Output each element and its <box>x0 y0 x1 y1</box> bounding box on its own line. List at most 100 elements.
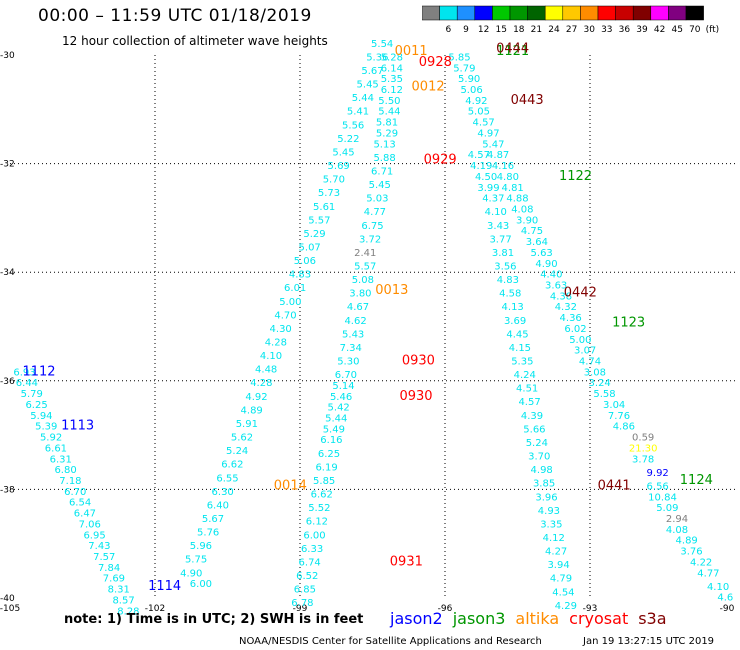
swh-value-special: 9.92 <box>647 468 669 479</box>
credit-line: NOAA/NESDIS Center for Satellite Applica… <box>239 636 542 647</box>
pass-time-label: 1112 <box>22 364 55 379</box>
swh-value: 5.62 <box>231 433 253 444</box>
swh-value: 3.99 <box>477 183 499 194</box>
swh-value: 3.90 <box>516 215 538 226</box>
swh-value: 4.75 <box>521 226 543 237</box>
swh-value: 4.62 <box>344 316 366 327</box>
swh-value: 5.63 <box>531 248 553 259</box>
swh-value: 6.14 <box>381 63 403 74</box>
pass-time-label: 0931 <box>390 554 423 569</box>
swh-value: 7.34 <box>340 343 362 354</box>
swh-value: 6.33 <box>301 544 323 555</box>
satellite-legend: jason2 jason3 altika cryosat s3a <box>390 609 677 628</box>
x-tick-label: -105 <box>0 604 20 614</box>
swh-value: 4.13 <box>502 302 524 313</box>
pass-time-labels: 1112 1113 1114 0011 0012 0013 0014 0928 0929 0930… <box>22 41 712 594</box>
swh-value: 5.94 <box>30 411 52 422</box>
swh-value: 5.46 <box>330 392 352 403</box>
swh-value: 5.88 <box>373 153 395 164</box>
swh-value: 6.00 <box>303 530 325 541</box>
swh-value: 6.85 <box>294 585 316 596</box>
swh-value: 4.77 <box>364 207 386 218</box>
x-tick-label: -102 <box>145 604 165 614</box>
swh-value: 5.29 <box>303 229 325 240</box>
swh-value: 4.86 <box>613 422 635 433</box>
swh-value: 5.44 <box>352 93 374 104</box>
legend-label: 42 <box>654 25 665 35</box>
grid-lines <box>10 55 735 598</box>
pass-time-label: 1121 <box>496 44 529 59</box>
swh-value: 6.02 <box>564 324 586 335</box>
legend-label: 45 <box>671 25 682 35</box>
swh-value: 6.55 <box>216 473 238 484</box>
pass-time-label: 0012 <box>412 79 445 94</box>
satellite-s3a: s3a <box>638 609 667 628</box>
swh-value: 4.79 <box>550 574 572 585</box>
swh-value: 4.40 <box>540 270 562 281</box>
swh-value: 5.52 <box>308 503 330 514</box>
pass-time-label: 0928 <box>419 55 452 70</box>
legend-label: 9 <box>463 25 469 35</box>
swh-value: 4.28 <box>250 378 272 389</box>
swh-value: 4.37 <box>482 194 504 205</box>
swh-value: 5.57 <box>308 215 330 226</box>
swh-value: 5.79 <box>21 389 43 400</box>
satellite-jason2: jason2 <box>390 609 443 628</box>
swh-value: 5.50 <box>378 96 400 107</box>
swh-value: 4.51 <box>516 384 538 395</box>
swh-value: 5.73 <box>318 188 340 199</box>
swh-value: 4.45 <box>506 329 528 340</box>
swh-values: 6.936.445.796.255.945.395.926.616.316.80… <box>13 39 733 617</box>
swh-value: 3.43 <box>487 221 509 232</box>
swh-value: 4.74 <box>579 357 601 368</box>
pass-time-label: 0929 <box>424 153 457 168</box>
swh-value: 5.35 <box>511 357 533 368</box>
swh-value: 3.69 <box>504 316 526 327</box>
swh-value: 5.41 <box>347 107 369 118</box>
legend-label: 6 <box>446 25 452 35</box>
swh-value: 4.83 <box>289 270 311 281</box>
y-tick-label: -32 <box>0 160 15 170</box>
swh-value: 5.45 <box>369 180 391 191</box>
y-tick-label: -38 <box>0 485 15 495</box>
swh-value: 6.25 <box>318 449 340 460</box>
swh-value: 7.69 <box>103 574 125 585</box>
swh-value: 4.32 <box>555 302 577 313</box>
swh-value: 4.58 <box>499 289 521 300</box>
swh-value: 3.56 <box>494 261 516 272</box>
swh-value: 4.28 <box>265 338 287 349</box>
y-tick-label: -36 <box>0 377 15 387</box>
swh-value: 6.62 <box>221 460 243 471</box>
swh-value: 3.63 <box>545 280 567 291</box>
swh-value: 4.54 <box>552 587 574 598</box>
swh-value: 5.70 <box>323 175 345 186</box>
pass-time-label: 0014 <box>274 478 307 493</box>
swh-value: 4.92 <box>465 96 487 107</box>
swh-value: 5.39 <box>35 422 57 433</box>
swh-value: 4.10 <box>707 582 729 593</box>
swh-value: 5.61 <box>313 202 335 213</box>
swh-value: 6.40 <box>207 500 229 511</box>
swh-value: 5.67 <box>202 514 224 525</box>
swh-value: 5.92 <box>40 433 62 444</box>
swh-value: 4.89 <box>241 405 263 416</box>
legend-label: 15 <box>495 25 506 35</box>
swh-value: 4.57 <box>518 397 540 408</box>
swh-value: 3.77 <box>489 234 511 245</box>
swh-value: 5.91 <box>236 419 258 430</box>
swh-value: 5.76 <box>197 528 219 539</box>
swh-value: 4.19 <box>470 161 492 172</box>
legend-label: 30 <box>583 25 595 35</box>
satellite-jason3: jason3 <box>452 609 506 628</box>
swh-value: 3.81 <box>492 248 514 259</box>
x-tick-label: -99 <box>293 604 308 614</box>
swh-value: 5.85 <box>313 476 335 487</box>
map-title: 00:00 – 11:59 UTC 01/18/2019 <box>38 6 312 26</box>
swh-value: 7.06 <box>79 519 101 530</box>
swh-value: 3.08 <box>584 367 606 378</box>
swh-value: 5.67 <box>361 66 383 77</box>
swh-value: 4.15 <box>509 343 531 354</box>
swh-value: 6.01 <box>284 283 306 294</box>
swh-value: 3.76 <box>680 547 702 558</box>
